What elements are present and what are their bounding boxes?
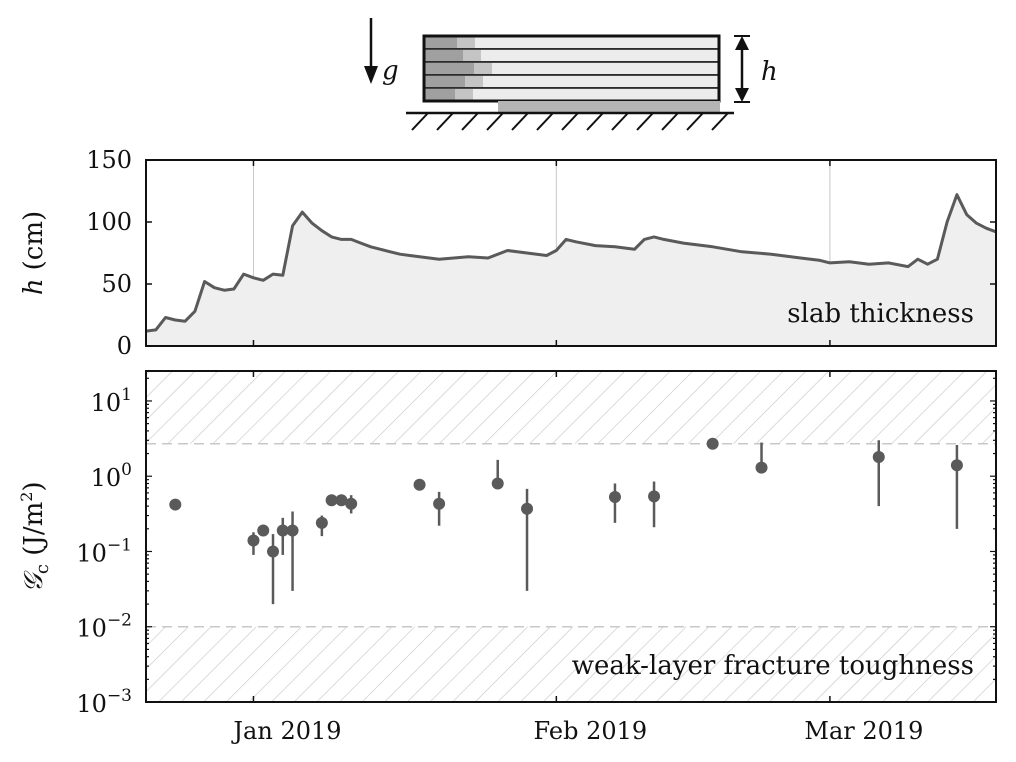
- top-y-tick-label: 100: [86, 208, 132, 236]
- weak-layer-bar: [498, 101, 720, 113]
- data-point: [276, 524, 289, 537]
- data-point: [706, 437, 719, 450]
- data-point: [325, 494, 338, 507]
- top-y-tick-label: 150: [86, 146, 132, 174]
- data-point: [247, 534, 260, 547]
- top-y-axis-label: h(cm): [19, 211, 49, 295]
- ground-hatch-line: [561, 112, 579, 131]
- data-point: [433, 497, 446, 510]
- hatched-band: [146, 626, 996, 702]
- data-point: [335, 494, 348, 507]
- snow-layer-dense: [425, 89, 455, 100]
- ground-hatch-line: [411, 112, 429, 131]
- thickness-arrowhead-top: [735, 36, 749, 50]
- x-tick-label: Jan 2019: [230, 717, 341, 745]
- data-point: [257, 524, 270, 537]
- snow-layers: [422, 34, 721, 103]
- thickness-arrowhead-bottom: [735, 88, 749, 102]
- top-y-axis-unit: (cm): [19, 211, 49, 271]
- top-y-tick-label: 0: [117, 332, 132, 360]
- gravity-arrowhead: [364, 66, 378, 84]
- bottom-x-ticks: Jan 2019 Feb 2019 Mar 2019: [230, 371, 923, 745]
- data-point: [950, 459, 963, 472]
- data-point: [521, 502, 534, 515]
- bottom-y-tick-label: 100: [91, 460, 132, 492]
- data-point: [872, 451, 885, 464]
- data-point: [315, 516, 328, 529]
- slab-schematic: g h: [364, 18, 778, 131]
- top-panel-annotation: slab thickness: [787, 299, 974, 329]
- top-y-tick-label: 50: [101, 270, 132, 298]
- data-point: [286, 524, 299, 537]
- error-bars: [252, 440, 959, 605]
- fracture-toughness-panel: 10−3 10−2 10−1 100 101 Jan 2019 Feb 2019 Mar 2…: [17, 370, 1016, 745]
- snow-layer-dense: [425, 37, 457, 48]
- ground-hatch-line: [661, 112, 679, 131]
- slab-thickness-panel: 0 50 100 150 slab thickness h(cm): [19, 146, 997, 360]
- thickness-label: h: [761, 57, 778, 87]
- snow-layer-dense: [425, 50, 463, 61]
- snow-layer-dense: [425, 76, 465, 87]
- hatched-band: [146, 371, 996, 444]
- bottom-y-tick-label: 10−2: [76, 611, 132, 643]
- data-point: [491, 477, 504, 490]
- bottom-y-axis-label: 𝒢c (J/m2): [17, 481, 53, 592]
- x-tick-label: Mar 2019: [804, 717, 923, 745]
- data-point: [267, 545, 280, 558]
- ground-hatch-line: [486, 112, 504, 131]
- data-point: [608, 490, 621, 503]
- bottom-y-tick-label: 10−1: [76, 535, 132, 567]
- data-point: [413, 478, 426, 491]
- ground-hatch-line: [436, 112, 454, 131]
- ground-hatch-line: [461, 112, 479, 131]
- bottom-y-tick-label: 101: [91, 385, 132, 417]
- ground-hatch-line: [511, 112, 529, 131]
- hatched-bands: [146, 371, 996, 702]
- ground-hatch: [411, 112, 729, 131]
- data-points: [169, 437, 1016, 558]
- ground-hatch-line: [686, 112, 704, 131]
- bottom-panel-annotation: weak-layer fracture toughness: [572, 651, 974, 681]
- ground-hatch-line: [636, 112, 654, 131]
- data-point: [648, 490, 661, 503]
- data-point: [169, 498, 182, 511]
- bottom-gridlines: [146, 442, 996, 628]
- thickness-area: [146, 194, 996, 346]
- top-plot-frame: [145, 159, 997, 347]
- ground-hatch-line: [711, 112, 729, 131]
- ground-hatch-line: [611, 112, 629, 131]
- bottom-y-ticks: 10−3 10−2 10−1 100 101: [76, 377, 996, 718]
- data-point: [345, 497, 358, 510]
- bottom-plot-frame: [145, 370, 997, 703]
- ground-hatch-line: [586, 112, 604, 131]
- top-x-ticks: [252, 160, 831, 346]
- data-point: [755, 461, 768, 474]
- gravity-label: g: [382, 56, 399, 86]
- thickness-line: [146, 193, 996, 333]
- ground-hatch-line: [536, 112, 554, 131]
- data-point: [1010, 479, 1016, 491]
- x-tick-label: Feb 2019: [534, 717, 648, 745]
- snow-layer-dense: [425, 63, 474, 74]
- bottom-y-tick-label: 10−3: [76, 686, 132, 718]
- top-y-ticks: 0 50 100 150: [86, 146, 996, 360]
